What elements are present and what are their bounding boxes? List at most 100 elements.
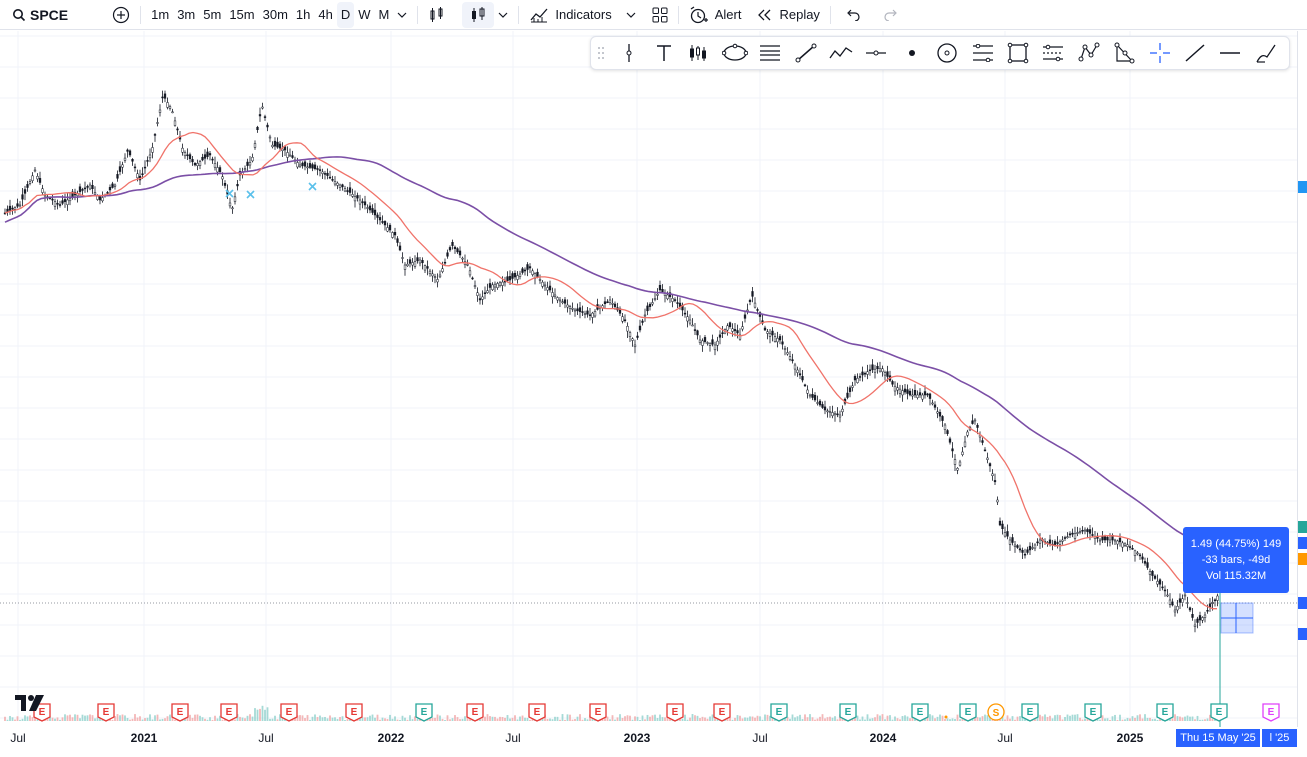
tool-triangle[interactable] xyxy=(1106,38,1141,68)
earnings-marker-upcoming[interactable]: E xyxy=(1262,703,1280,722)
interval-30m[interactable]: 30m xyxy=(262,7,288,22)
event-markers: E E E E E E E E E E EE E E E E E E E E ES xyxy=(33,703,1280,722)
undo-button[interactable] xyxy=(841,2,865,28)
interval-1m[interactable]: 1m xyxy=(151,7,170,22)
earnings-marker-red[interactable]: E xyxy=(466,703,484,722)
split-marker[interactable]: S xyxy=(987,703,1005,721)
earnings-marker-red[interactable]: E xyxy=(33,703,51,722)
interval-5m[interactable]: 5m xyxy=(203,7,222,22)
layouts-button[interactable] xyxy=(648,2,672,28)
candle-body xyxy=(1086,529,1089,532)
volume-bar xyxy=(841,717,844,721)
tool-path[interactable] xyxy=(823,38,858,68)
tool-brush[interactable] xyxy=(1248,38,1283,68)
interval-3m[interactable]: 3m xyxy=(177,7,196,22)
symbol-search[interactable]: SPCE xyxy=(8,2,72,28)
candle-body xyxy=(1216,595,1219,601)
tool-cross-line[interactable] xyxy=(1142,38,1177,68)
earnings-marker-green[interactable]: E xyxy=(911,703,929,722)
price-chart[interactable]: E E E E E E E E E E EE E E E E E E E E ES xyxy=(0,31,1297,727)
candle-body xyxy=(66,199,69,205)
candle-body xyxy=(896,387,899,391)
candle-body xyxy=(151,147,154,153)
earnings-marker-green[interactable]: E xyxy=(839,703,857,722)
earnings-marker-red[interactable]: E xyxy=(713,703,731,722)
tool-circle[interactable] xyxy=(930,38,965,68)
volume-bar xyxy=(896,718,899,721)
earnings-marker-green[interactable]: E xyxy=(1021,703,1039,722)
volume-bar xyxy=(461,718,464,721)
candle-body xyxy=(586,310,589,315)
candle-body xyxy=(403,264,407,270)
earnings-marker-red[interactable]: E xyxy=(171,703,189,722)
candles-style-button[interactable] xyxy=(462,1,495,28)
tool-text[interactable] xyxy=(646,38,681,68)
compare-button[interactable] xyxy=(108,2,134,28)
earnings-marker-red[interactable]: E xyxy=(220,703,238,722)
alert-button[interactable]: Alert xyxy=(685,2,746,28)
interval-4h[interactable]: 4h xyxy=(318,7,333,22)
candle-body xyxy=(491,284,494,290)
path-icon xyxy=(829,44,853,62)
candle-body xyxy=(1091,534,1094,536)
tool-horizontal-ray[interactable] xyxy=(859,38,894,68)
tool-parallel-channel[interactable] xyxy=(1036,38,1071,68)
tool-line[interactable] xyxy=(1177,38,1212,68)
volume-bar xyxy=(126,717,129,721)
earnings-marker-green[interactable]: E xyxy=(415,703,433,722)
price-scale[interactable] xyxy=(1297,31,1307,727)
earnings-marker-green[interactable]: E xyxy=(1210,703,1228,722)
interval-dropdown[interactable] xyxy=(393,2,411,28)
tool-horizontal-line[interactable] xyxy=(1213,38,1248,68)
earnings-marker-green[interactable]: E xyxy=(1084,703,1102,722)
volume-bar xyxy=(116,714,119,721)
candle-body xyxy=(213,163,217,168)
volume-bar xyxy=(549,718,551,721)
candle-body xyxy=(188,154,192,160)
time-axis[interactable]: Jul 2021 Jul 2022 Jul 2023 Jul 2024 Jul … xyxy=(0,727,1297,749)
volume-bar xyxy=(741,718,744,721)
volume-bar xyxy=(559,719,561,721)
candle-body xyxy=(261,106,264,109)
candle-body xyxy=(883,372,887,376)
earnings-marker-green[interactable]: E xyxy=(770,703,788,722)
interval-15m[interactable]: 15m xyxy=(229,7,255,22)
replay-button[interactable]: Replay xyxy=(753,2,823,28)
earnings-marker-red[interactable]: E xyxy=(589,703,607,722)
earnings-marker-red[interactable]: E xyxy=(528,703,546,722)
tradingview-logo[interactable] xyxy=(14,693,46,718)
earnings-marker-red[interactable]: E xyxy=(280,703,298,722)
volume-bar xyxy=(564,719,566,721)
earnings-marker-red[interactable]: E xyxy=(666,703,684,722)
candle-body xyxy=(283,146,287,151)
tool-rectangle[interactable] xyxy=(1000,38,1035,68)
indicators-button[interactable]: Indicators xyxy=(525,2,615,28)
tool-fib-retracement[interactable] xyxy=(965,38,1000,68)
interval-d[interactable]: D xyxy=(336,1,355,28)
drag-handle[interactable] xyxy=(591,38,611,68)
earnings-marker-red[interactable]: E xyxy=(345,703,363,722)
tool-long-short[interactable] xyxy=(682,38,717,68)
chart-type-dropdown[interactable] xyxy=(494,2,512,28)
tool-trend-line[interactable] xyxy=(788,38,823,68)
earnings-marker-green[interactable]: E xyxy=(959,703,977,722)
candle-body xyxy=(1008,539,1012,545)
tool-dot[interactable] xyxy=(894,38,929,68)
volume-bar xyxy=(529,719,531,721)
volume-bar xyxy=(416,718,419,721)
volume-bar xyxy=(246,715,249,721)
interval-1h[interactable]: 1h xyxy=(295,7,311,22)
tool-fib-channel[interactable] xyxy=(753,38,788,68)
interval-w[interactable]: W xyxy=(358,7,371,22)
redo-button[interactable] xyxy=(879,2,903,28)
candle-body xyxy=(498,282,502,287)
bar-style-button[interactable] xyxy=(424,2,450,28)
earnings-marker-red[interactable]: E xyxy=(97,703,115,722)
indicators-dropdown[interactable] xyxy=(622,2,640,28)
tool-pattern[interactable] xyxy=(1071,38,1106,68)
interval-m[interactable]: M xyxy=(378,7,390,22)
candle-body xyxy=(438,274,442,278)
earnings-marker-green[interactable]: E xyxy=(1156,703,1174,722)
tool-vertical-line[interactable] xyxy=(611,38,646,68)
tool-ellipse[interactable] xyxy=(717,38,752,68)
